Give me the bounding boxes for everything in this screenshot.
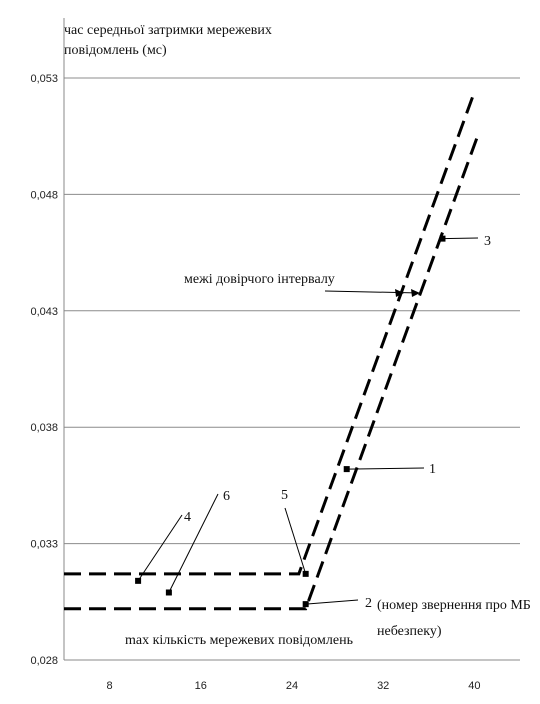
label-2-extra-line-1: (номер звернення про МБ: [377, 598, 531, 613]
y-tick-label: 0,038: [30, 422, 58, 434]
label-6: 6: [223, 489, 230, 504]
x-ticks: 8 16 24 32 40: [107, 680, 481, 692]
series-line: [64, 138, 479, 611]
y-tick-label: 0,053: [30, 73, 58, 85]
series-line: [64, 91, 476, 576]
leader-2: [305, 599, 359, 605]
y-ticks: 0,028 0,033 0,038 0,043 0,048 0,053: [30, 73, 58, 667]
x-tick-label: 40: [468, 680, 480, 692]
label-1: 1: [429, 462, 436, 477]
x-tick-label: 16: [195, 680, 207, 692]
y-tick-label: 0,028: [30, 655, 58, 667]
leader-1: [346, 467, 425, 470]
label-2-extra-line-2: небезпеку): [377, 624, 442, 639]
confidence-arrowhead-right: [411, 289, 420, 297]
leader-4: [137, 514, 183, 582]
leader-5: [284, 507, 307, 575]
x-tick-label: 24: [286, 680, 298, 692]
x-axis-title: max кількість мережевих повідомлень: [125, 633, 353, 648]
confidence-arrowhead-left: [395, 289, 404, 297]
label-3: 3: [484, 234, 491, 249]
leader-3: [442, 237, 479, 240]
y-axis-title-line-1: час середньої затримки мережевих: [64, 23, 272, 38]
label-4: 4: [184, 510, 191, 525]
series: [64, 91, 479, 611]
y-axis-title-line-2: повідомлень (мс): [64, 43, 167, 58]
label-5: 5: [281, 488, 288, 503]
label-2: 2: [365, 596, 372, 611]
y-tick-label: 0,033: [30, 539, 58, 551]
y-tick-label: 0,048: [30, 189, 58, 201]
confidence-interval-label: межі довірчого інтервалу: [184, 272, 335, 287]
x-tick-label: 32: [377, 680, 389, 692]
x-tick-label: 8: [107, 680, 113, 692]
grid: [64, 77, 520, 545]
y-tick-label: 0,043: [30, 306, 58, 318]
leaders: [137, 237, 479, 605]
confidence-leader-line: [324, 290, 421, 294]
leader-6: [168, 493, 219, 593]
